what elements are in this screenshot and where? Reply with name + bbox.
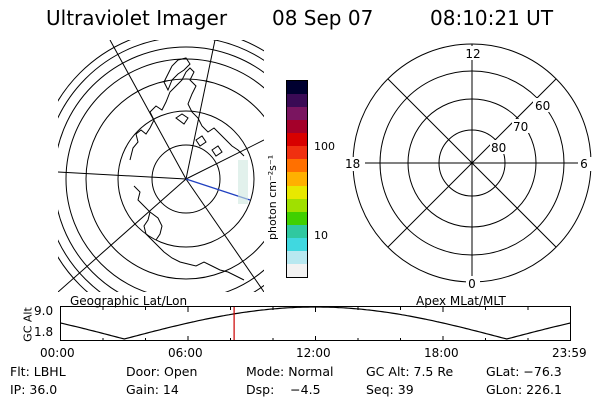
lat-circle: [58, 46, 264, 292]
colorbar-segment: [287, 159, 307, 173]
xtick-1200: 12:00: [296, 346, 331, 360]
mlt-label-6: 6: [580, 157, 588, 171]
lat-circle: [117, 110, 255, 248]
xtick-0000: 00:00: [40, 346, 75, 360]
altitude-axis-label: GC Alt: [21, 307, 35, 342]
mlt-label-0: 0: [468, 277, 476, 291]
colorbar-segment: [287, 237, 307, 251]
colorbar-segment: [287, 263, 307, 277]
colorbar-segment: [287, 250, 307, 264]
mlat-label-80: 80: [491, 141, 506, 155]
door-info: Door: Open: [126, 364, 198, 379]
colorbar-segment: [287, 211, 307, 225]
colorbar-segment: [287, 94, 307, 108]
seq-info: Seq: 39: [366, 382, 414, 397]
orbit-altitude-plot: [60, 306, 571, 341]
observation-time: 08:10:21 UT: [430, 6, 554, 30]
coastline-asia: [133, 185, 245, 281]
geographic-panel-label: Geographic Lat/Lon: [70, 294, 188, 308]
polar-diagonal: [387, 78, 557, 248]
altitude-curve: [60, 306, 571, 340]
colorbar: [286, 80, 308, 278]
mlat-label-70: 70: [513, 120, 528, 134]
xtick-0600: 06:00: [168, 346, 203, 360]
coastline-islands: [175, 113, 223, 157]
colorbar-segment: [287, 107, 307, 121]
colorbar-tick-10: 10: [314, 229, 328, 242]
ip-info: IP: 36.0: [10, 382, 58, 397]
glon-info: GLon: 226.1: [486, 382, 562, 397]
colorbar-segment: [287, 224, 307, 238]
xtick-1800: 18:00: [424, 346, 459, 360]
instrument-title: Ultraviolet Imager: [46, 6, 228, 30]
coastline-kamchatka: [149, 211, 163, 241]
observation-date: 08 Sep 07: [272, 6, 374, 30]
polar-mlat-mlt-plot: 12 18 6 0 60 70 80: [341, 43, 592, 291]
colorbar-label: photon cm⁻²s⁻¹: [266, 154, 279, 240]
lat-circle: [65, 58, 264, 292]
mlt-label-18: 18: [345, 157, 360, 171]
mlt-label-12: 12: [465, 47, 480, 61]
colorbar-segment: [287, 133, 307, 147]
meridian-line: [185, 40, 216, 180]
geographic-map: [58, 40, 264, 292]
aurora-speckle: [238, 160, 248, 204]
lat-circle: [58, 40, 264, 292]
lat-circle: [58, 40, 264, 292]
xtick-2359: 23:59: [552, 346, 587, 360]
filter-info: Flt: LBHL: [10, 364, 66, 379]
lat-circle: [85, 78, 264, 280]
mode-info: Mode: Normal: [246, 364, 334, 379]
altitude-min-label: 1.8: [34, 325, 54, 339]
coastline-north-america: [129, 67, 245, 161]
apex-panel-label: Apex MLat/MLT: [416, 294, 506, 308]
colorbar-segment: [287, 120, 307, 134]
meridian-line: [58, 178, 187, 292]
colorbar-segment: [287, 81, 307, 95]
meridian-line: [58, 171, 187, 180]
colorbar-segment: [287, 172, 307, 186]
gain-info: Gain: 14: [126, 382, 179, 397]
mlat-label-60: 60: [535, 99, 550, 113]
lat-circle: [151, 144, 221, 214]
colorbar-tick-100: 100: [314, 140, 335, 153]
altitude-max-label: 9.0: [34, 304, 54, 318]
gc-alt-info: GC Alt: 7.5 Re: [366, 364, 454, 379]
colorbar-segment: [287, 146, 307, 160]
colorbar-segment: [287, 185, 307, 199]
meridian-line: [185, 178, 264, 292]
meridian-line: [185, 139, 264, 180]
glat-info: GLat: −76.3: [486, 364, 562, 379]
meridian-line: [109, 40, 187, 180]
colorbar-segment: [287, 198, 307, 212]
dsp-info: Dsp: −4.5: [246, 382, 321, 397]
coastline-greenland: [163, 57, 191, 92]
